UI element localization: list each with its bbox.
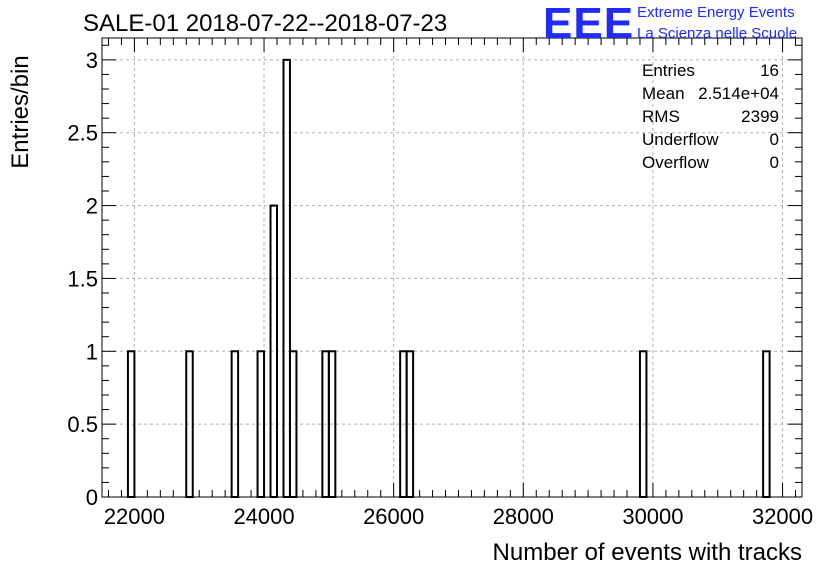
histogram-bar bbox=[185, 350, 194, 498]
histogram-bar bbox=[269, 204, 279, 498]
stats-row: RMS 2399 bbox=[642, 107, 779, 130]
axes: 22000 24000 26000 28000 30000 32000 0 0.5 1 1.5 2 2… bbox=[67, 37, 813, 529]
histogram-bar bbox=[288, 350, 298, 498]
y-tick-label: 2.5 bbox=[67, 121, 98, 146]
y-axis-label: Entries/bin bbox=[7, 55, 34, 169]
y-tick-label: 1 bbox=[86, 339, 98, 364]
stats-box: Entries 16 Mean 2.514e+04 RMS 2399 Underflow 0 O… bbox=[642, 61, 779, 176]
stats-value: 0 bbox=[769, 130, 779, 149]
x-tick-label: 26000 bbox=[363, 504, 424, 529]
y-tick-label: 2 bbox=[86, 194, 98, 219]
histogram-outline bbox=[126, 58, 771, 498]
stats-value: 2399 bbox=[741, 107, 779, 126]
chart-title: SALE-01 2018-07-22--2018-07-23 bbox=[83, 10, 448, 37]
plot-frame bbox=[101, 37, 803, 498]
x-tick-label: 30000 bbox=[622, 504, 683, 529]
logo-line-2: La Scienza nelle Scuole bbox=[637, 25, 798, 42]
stats-label: Underflow bbox=[642, 130, 719, 149]
y-tick-label: 1.5 bbox=[67, 266, 98, 291]
stats-label: Mean bbox=[642, 84, 685, 103]
stats-row: Overflow 0 bbox=[642, 153, 779, 176]
x-axis-label: Number of events with tracks bbox=[492, 539, 802, 566]
x-tick-label: 32000 bbox=[752, 504, 813, 529]
logo-mark: EEE bbox=[543, 0, 635, 48]
logo-line-1: Extreme Energy Events bbox=[637, 4, 795, 21]
y-tick-label: 0.5 bbox=[67, 412, 98, 437]
x-tick-label: 22000 bbox=[104, 504, 165, 529]
stats-label: Entries bbox=[642, 61, 695, 80]
stats-row: Entries 16 bbox=[642, 61, 779, 84]
histogram-bar bbox=[762, 350, 771, 498]
stats-row: Mean 2.514e+04 bbox=[642, 84, 779, 107]
x-tick-label: 28000 bbox=[493, 504, 554, 529]
y-tick-label: 0 bbox=[86, 485, 98, 510]
stats-row: Underflow 0 bbox=[642, 130, 779, 153]
stats-value: 16 bbox=[760, 61, 779, 80]
grid-lines bbox=[102, 38, 802, 497]
x-tick-label: 24000 bbox=[233, 504, 294, 529]
stats-value: 0 bbox=[769, 153, 779, 172]
stats-label: Overflow bbox=[642, 153, 710, 172]
stats-value: 2.514e+04 bbox=[698, 84, 779, 103]
histogram-bar bbox=[126, 350, 136, 498]
stats-label: RMS bbox=[642, 107, 680, 126]
y-tick-label: 3 bbox=[86, 48, 98, 73]
